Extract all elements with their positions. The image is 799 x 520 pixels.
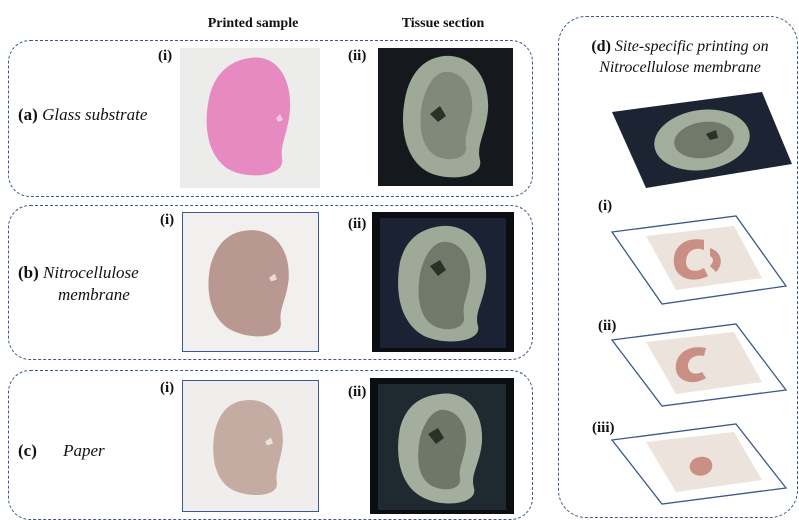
site-specific-print-i [606, 212, 792, 308]
row-c-title: Paper [63, 441, 105, 460]
site-specific-print-ii [606, 320, 792, 410]
panel-d-title-line1: Site-specific printing on [614, 38, 769, 55]
column-header-tissue-section: Tissue section [401, 16, 485, 31]
glass-tissue-section-image [378, 48, 513, 186]
panel-d-tag-i: (i) [598, 198, 613, 214]
row-b-letter: (b) [18, 263, 39, 282]
panel-d-tag-ii: (ii) [598, 318, 617, 334]
row-b-tag-i: (i) [160, 212, 175, 228]
column-header-printed-sample: Printed sample [207, 16, 299, 31]
nitrocellulose-printed-sample-image [182, 212, 319, 352]
row-b-label: (b) Nitrocellulose membrane [18, 262, 178, 306]
panel-d-title: (d) Site-specific printing on Nitrocellu… [568, 36, 792, 78]
glass-printed-sample-image [180, 48, 320, 188]
row-c-letter: (c) [18, 441, 37, 460]
panel-d-letter: (d) [591, 38, 611, 55]
row-c-tag-ii: (ii) [348, 384, 367, 400]
row-a-tag-i: (i) [158, 48, 173, 64]
row-a-tag-ii: (ii) [348, 48, 367, 64]
row-a-title: Glass substrate [42, 105, 148, 124]
paper-tissue-section-image [370, 378, 514, 514]
row-b-frame [8, 205, 533, 360]
paper-printed-sample-image [182, 380, 319, 512]
site-specific-print-iii [606, 420, 792, 508]
row-b-title-line1: Nitrocellulose [43, 263, 139, 282]
panel-d-tag-iii: (iii) [592, 420, 615, 436]
row-a-frame [8, 40, 533, 197]
site-specific-tissue-image [606, 90, 796, 192]
row-a-letter: (a) [18, 105, 38, 124]
row-c-tag-i: (i) [160, 380, 175, 396]
nitrocellulose-tissue-section-image [372, 212, 514, 352]
row-a-label: (a) Glass substrate [18, 104, 178, 126]
row-b-title-line2: membrane [58, 285, 130, 304]
row-c-label: (c) Paper [18, 440, 178, 462]
panel-d-title-line2: Nitrocellulose membrane [599, 59, 761, 76]
row-b-tag-ii: (ii) [348, 216, 367, 232]
